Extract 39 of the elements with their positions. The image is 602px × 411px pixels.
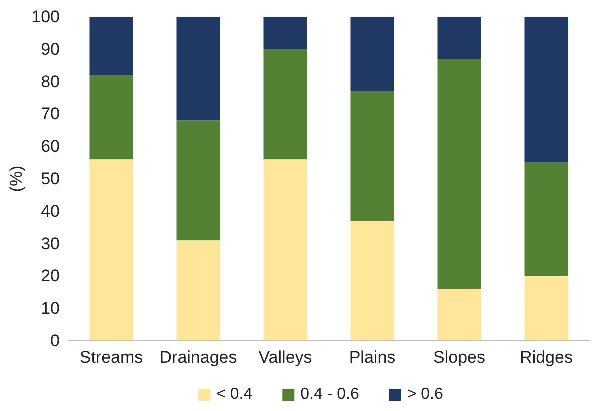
bar (90, 160, 134, 341)
bar (350, 17, 394, 92)
bar (264, 160, 308, 341)
bar (438, 17, 482, 60)
x-tick-label: Plains (349, 348, 396, 368)
bar (350, 221, 394, 341)
y-tick-label: 0 (50, 331, 60, 350)
bar (90, 17, 134, 76)
y-tick-label: 20 (41, 266, 60, 286)
bar (438, 289, 482, 341)
bar (524, 162, 568, 276)
bar (350, 92, 394, 222)
x-tick-label: Valleys (258, 348, 312, 368)
y-tick-label: 50 (41, 169, 60, 188)
legend-label: < 0.4 (216, 386, 253, 403)
y-tick-label: 70 (41, 104, 60, 124)
bar (438, 59, 482, 290)
x-tick-label: Slopes (434, 348, 486, 368)
y-tick-label: 100 (32, 7, 60, 26)
bar (524, 276, 568, 341)
bar (264, 49, 308, 160)
bar (264, 17, 308, 50)
y-tick-label: 90 (41, 40, 60, 59)
bar (90, 75, 134, 160)
y-tick-label: 40 (41, 202, 60, 221)
y-axis-title: (%) (7, 166, 26, 192)
legend-label: > 0.6 (407, 386, 444, 403)
bar (524, 17, 568, 163)
y-tick-label: 60 (41, 137, 60, 156)
bar (176, 120, 220, 241)
legend-label: 0.4 - 0.6 (300, 386, 360, 403)
bar (176, 17, 220, 121)
y-tick-label: 10 (41, 299, 60, 318)
x-tick-label: Drainages (160, 348, 238, 368)
y-tick-label: 30 (41, 234, 60, 254)
x-tick-label: Streams (80, 348, 144, 368)
x-tick-label: Ridges (520, 348, 573, 368)
y-tick-label: 80 (41, 72, 60, 92)
bar (176, 240, 220, 341)
